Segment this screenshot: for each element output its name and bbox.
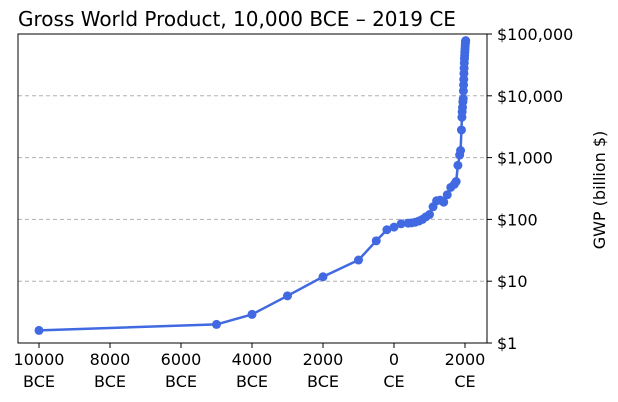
x-tick-label: 2000 — [445, 350, 486, 369]
x-tick-era: CE — [383, 372, 404, 391]
data-point — [442, 190, 452, 200]
axes — [17, 33, 488, 344]
x-tick-era: CE — [454, 372, 475, 391]
data-point — [425, 210, 434, 220]
y-tick-label: $100 — [497, 210, 538, 229]
x-tick-label: 6000 — [161, 350, 202, 369]
chart-title: Gross World Product, 10,000 BCE – 2019 C… — [18, 7, 456, 31]
x-tick-era: BCE — [94, 372, 126, 391]
x-tick-era: BCE — [165, 372, 197, 391]
grid-lines — [18, 95, 487, 282]
data-point — [396, 219, 406, 229]
plot-frame — [17, 33, 488, 344]
series-line — [38, 40, 467, 332]
data-point — [461, 36, 471, 46]
x-tick-label: 2000 — [303, 350, 344, 369]
x-tick-era: BCE — [236, 372, 268, 391]
data-point — [382, 225, 392, 235]
data-point — [389, 222, 399, 232]
x-tick-label: 8000 — [90, 350, 131, 369]
data-point — [212, 319, 221, 329]
data-point — [456, 125, 466, 135]
y-tick-label: $1 — [497, 334, 517, 353]
data-point — [318, 272, 328, 282]
y-tick-label: $10,000 — [497, 87, 563, 106]
y-tick-label: $10 — [497, 272, 528, 291]
data-point — [456, 146, 466, 156]
x-tick-era: BCE — [307, 372, 339, 391]
data-point — [34, 325, 44, 335]
x-tick-label: 10000 — [14, 350, 65, 369]
y-axis-ticks: $1 $10 $100 $1,000 $10,000 $100,000 — [487, 25, 573, 353]
x-tick-label: 4000 — [232, 350, 273, 369]
data-point — [247, 309, 257, 319]
data-point — [354, 255, 363, 265]
y-tick-label: $1,000 — [497, 149, 553, 168]
data-point — [439, 197, 449, 207]
data-point — [371, 236, 381, 246]
x-tick-era: BCE — [23, 372, 55, 391]
data-point — [283, 291, 292, 301]
data-point — [451, 177, 461, 187]
y-tick-label: $100,000 — [497, 25, 573, 44]
data-point — [458, 94, 468, 104]
y-axis-label: GWP (billion $) — [590, 131, 609, 250]
series-line-group — [38, 40, 467, 332]
x-axis-ticks: 10000 BCE 8000 BCE 6000 BCE 4000 BCE 2000 BCE 0 CE 2… — [14, 343, 486, 391]
data-point — [453, 160, 463, 170]
x-tick-label: 0 — [389, 350, 399, 369]
data-points — [34, 36, 471, 335]
